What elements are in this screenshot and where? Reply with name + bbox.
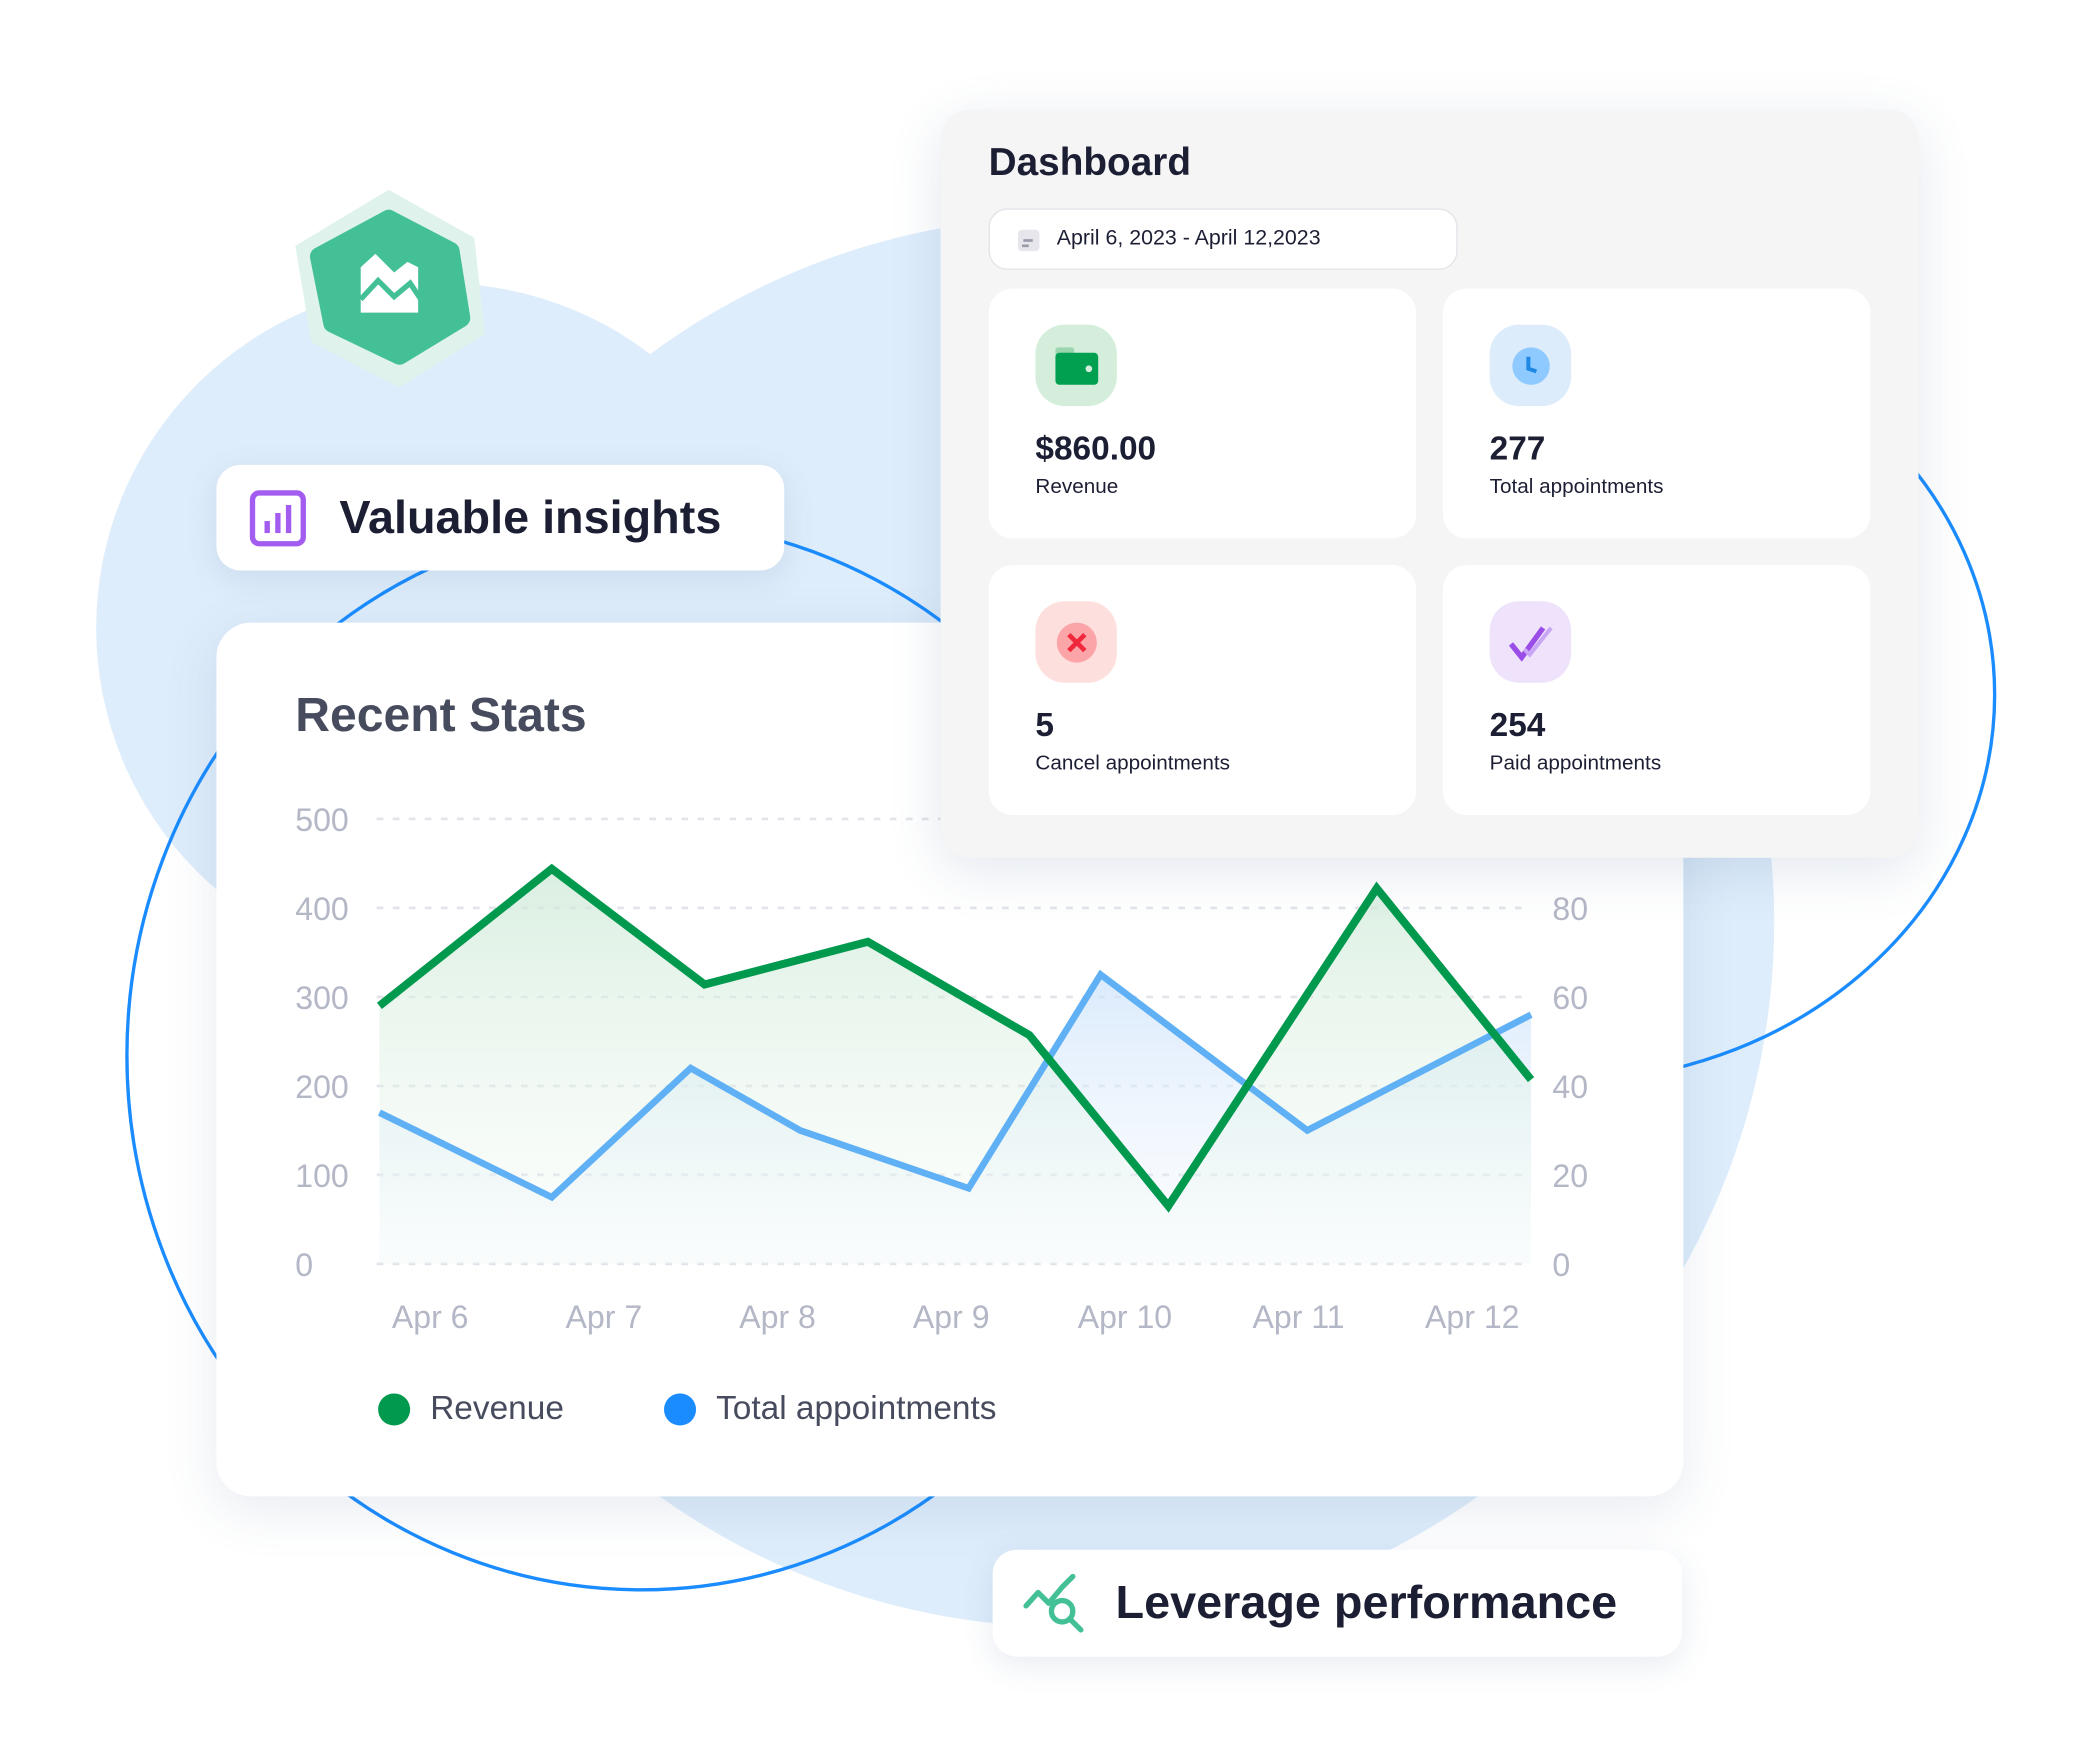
- stat-value: $860.00: [1035, 430, 1157, 468]
- right-axis-tick: 20: [1552, 1158, 1588, 1194]
- appointments-legend-dot: [663, 1392, 697, 1425]
- right-axis-tick: 0: [1552, 1247, 1570, 1283]
- series-line-total-appointments: [377, 969, 1533, 1202]
- x-axis-tick: Apr 9: [913, 1299, 990, 1335]
- cancel-icon: [1035, 601, 1117, 683]
- stat-card-paid-appointments[interactable]: 254 Paid appointments: [1442, 565, 1871, 815]
- performance-search-icon: [1023, 1573, 1084, 1633]
- stat-card-cancel-appointments[interactable]: 5 Cancel appointments: [988, 565, 1417, 815]
- wallet-icon: [1035, 324, 1117, 407]
- clock-icon: [1489, 324, 1572, 407]
- legend-label: Revenue: [430, 1389, 564, 1427]
- stat-value: 5: [1035, 706, 1054, 745]
- x-axis-tick: Apr 10: [1078, 1299, 1172, 1335]
- series-area-0: [379, 868, 1532, 1264]
- x-axis-tick: Apr 8: [739, 1299, 816, 1335]
- x-axis-tick: Apr 6: [392, 1299, 469, 1335]
- x-axis-tick: Apr 7: [566, 1299, 643, 1335]
- x-axis-tick: Apr 12: [1425, 1299, 1519, 1335]
- dashboard-panel: Dashboard April 6, 2023 - April 12,2023 …: [940, 109, 1919, 858]
- left-axis-tick: 500: [295, 802, 348, 838]
- calendar-icon: [1018, 229, 1040, 252]
- recent-stats-chart: 0 100 200 300 400 500 0 20 40 60 80 Apr 6 Apr 7 Apr 8…: [295, 802, 1588, 1335]
- left-axis-tick: 400: [295, 891, 348, 927]
- dashboard-title: Dashboard: [988, 141, 1192, 185]
- stat-label: Total appointments: [1489, 475, 1664, 499]
- leverage-performance-badge: Leverage performance: [992, 1549, 1683, 1657]
- date-range-picker[interactable]: April 6, 2023 - April 12,2023: [988, 208, 1458, 270]
- stat-card-total-appointments[interactable]: 277 Total appointments: [1442, 288, 1871, 539]
- date-range-value: April 6, 2023 - April 12,2023: [1056, 227, 1321, 250]
- left-axis-tick: 100: [295, 1158, 348, 1194]
- double-check-icon: [1489, 601, 1572, 683]
- performance-label: Leverage performance: [1115, 1576, 1618, 1629]
- stat-label: Paid appointments: [1489, 752, 1662, 775]
- revenue-legend-dot: [378, 1392, 411, 1425]
- right-axis-tick: 60: [1552, 980, 1588, 1016]
- insights-label: Valuable insights: [339, 490, 722, 544]
- stat-value: 277: [1489, 430, 1546, 468]
- bar-chart-icon: [249, 489, 306, 546]
- legend-label: Total appointments: [716, 1389, 997, 1427]
- chart-title: Recent Stats: [295, 686, 587, 742]
- series-line-revenue: [376, 863, 1535, 1213]
- stat-label: Revenue: [1035, 475, 1119, 499]
- legend-item-revenue: Revenue: [378, 1389, 564, 1428]
- legend-item-total-appointments: Total appointments: [663, 1389, 997, 1428]
- x-axis-tick: Apr 11: [1253, 1299, 1345, 1335]
- right-axis-tick: 80: [1552, 891, 1588, 927]
- left-axis-tick: 300: [295, 980, 348, 1016]
- stat-value: 254: [1489, 706, 1546, 745]
- left-axis-tick: 0: [295, 1247, 313, 1283]
- left-axis-tick: 200: [295, 1069, 348, 1105]
- stat-label: Cancel appointments: [1035, 752, 1230, 775]
- valuable-insights-badge: Valuable insights: [216, 464, 785, 571]
- chart-badge-icon: [295, 189, 485, 388]
- stat-card-revenue[interactable]: $860.00 Revenue: [988, 288, 1417, 539]
- right-axis-tick: 40: [1552, 1069, 1588, 1105]
